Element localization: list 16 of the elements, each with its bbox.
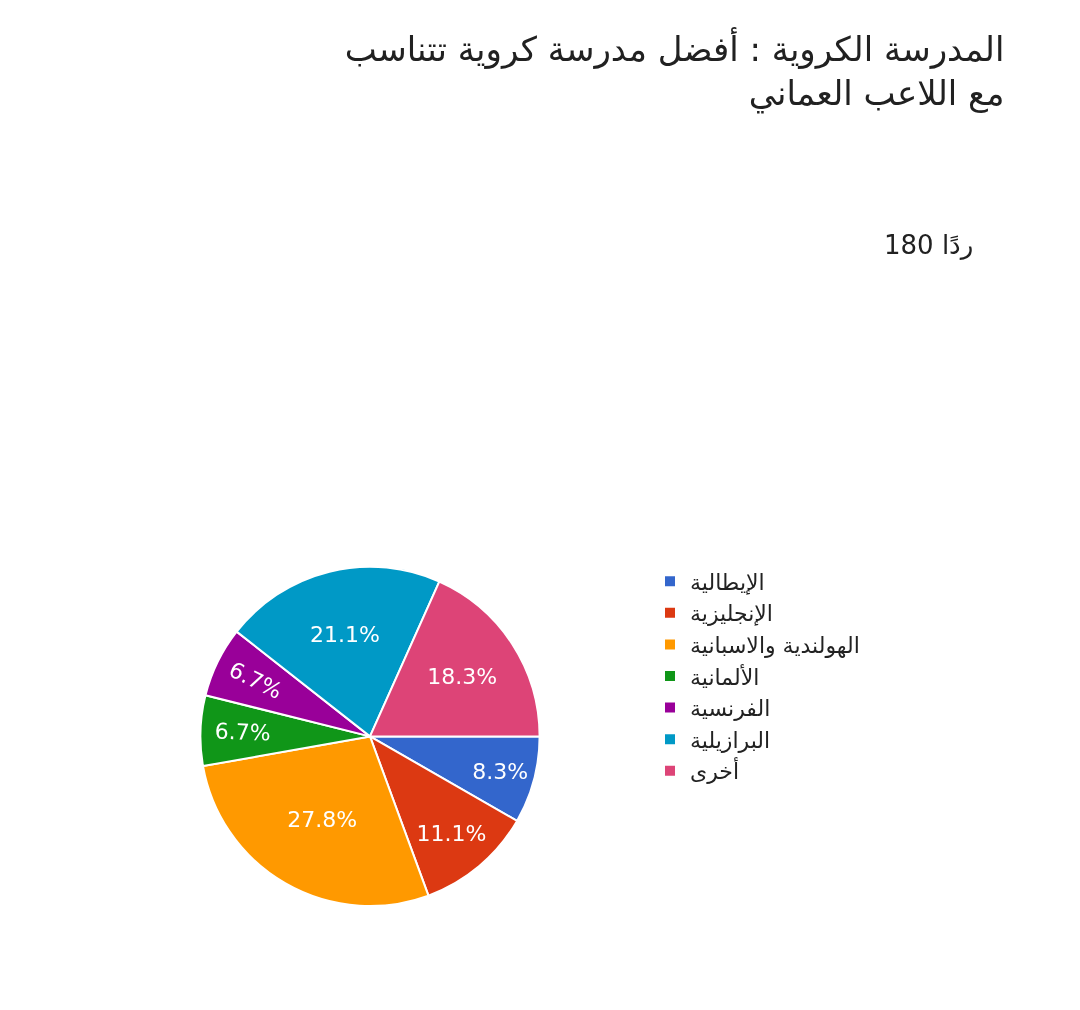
legend-label: الإنجليزية	[690, 601, 773, 627]
legend-label: الهولندية والاسبانية	[690, 632, 860, 658]
legend-label: الألمانية	[690, 663, 760, 690]
data-label: 8.3%	[472, 758, 529, 784]
data-label: 27.8%	[287, 807, 358, 833]
chart-title: المدرسة الكروية : أفضل مدرسة كروية تتناسب مع اللاعب العماني	[344, 26, 1005, 114]
text: 180 ردًا	[884, 230, 974, 260]
legend-label: البرازيلية	[690, 727, 771, 753]
data-label: 6.7%	[214, 718, 272, 746]
legend-label: الفرنسية	[690, 696, 771, 722]
data-label: 11.1%	[416, 820, 487, 846]
data-label: 21.1%	[309, 621, 380, 647]
data-label: 6.7%	[224, 656, 287, 704]
legend-label: الإيطالية	[690, 569, 765, 595]
data-label: 18.3%	[427, 664, 498, 690]
legend-label: أخرى	[690, 757, 740, 785]
